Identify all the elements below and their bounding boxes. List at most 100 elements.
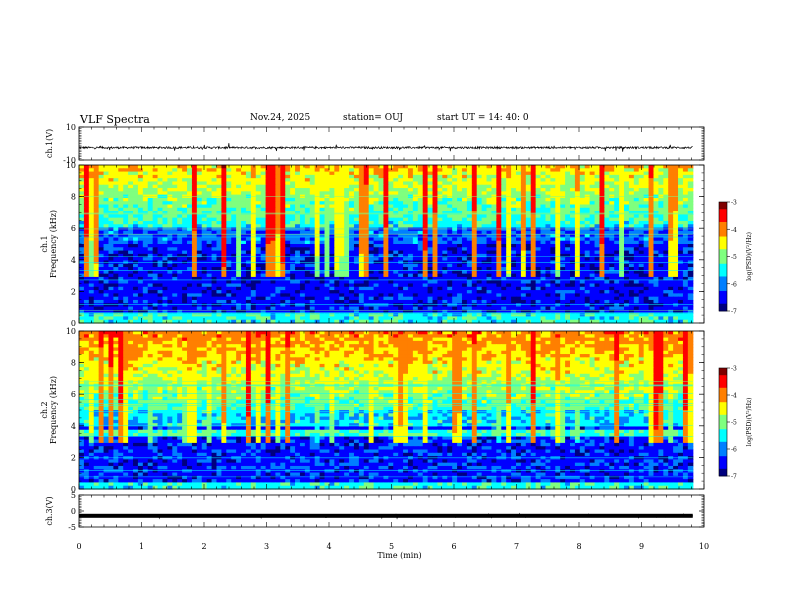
spectrogram-cell (177, 201, 183, 206)
spectrogram-cell (290, 188, 296, 192)
spectrogram-cell (344, 181, 350, 186)
spectrogram-cell (324, 224, 331, 229)
spectrogram-cell (491, 181, 497, 186)
spectrogram-cell (624, 171, 630, 176)
spectrogram-cell (457, 197, 463, 202)
spectrogram-cell (457, 188, 463, 192)
spectrogram-cell (216, 204, 222, 209)
spectrogram-cell (570, 174, 576, 179)
spectrogram-cell (619, 168, 625, 173)
spectrogram-cell (167, 214, 173, 219)
spectrogram-cell (682, 188, 689, 192)
spectrogram-cell (687, 197, 694, 202)
spectrogram-cell (280, 217, 286, 222)
spectrogram-cell (280, 171, 286, 176)
spectrogram-cell (535, 178, 542, 183)
spectrogram-cell (334, 178, 340, 183)
spectrogram-cell (241, 191, 247, 196)
spectrogram-cell (491, 214, 497, 219)
spectrogram-cell (447, 171, 453, 176)
spectrogram-cell (137, 181, 144, 186)
spectrogram-cell (128, 181, 134, 186)
spectrogram-cell (314, 191, 321, 196)
spectrogram-cell (255, 188, 262, 192)
spectrogram-cell (260, 207, 267, 212)
spectrogram-cell (123, 201, 129, 206)
spectrogram-cell (363, 217, 370, 222)
spectrogram-cell (299, 191, 306, 196)
spectrogram-cell (275, 217, 281, 222)
spectrogram-cell (324, 214, 331, 219)
spectrogram-cell (407, 204, 414, 209)
spectrogram-cell (236, 207, 242, 212)
spectrogram-cell (319, 214, 326, 219)
spectrogram-cell (113, 207, 119, 212)
spectrogram-cell (285, 191, 291, 196)
spectrogram-cell (368, 165, 375, 169)
spectrogram-cell (501, 171, 507, 176)
spectrogram-cell (118, 171, 124, 176)
spectrogram-cell (520, 201, 527, 206)
spectrogram-cell (461, 207, 468, 212)
spectrogram-cell (103, 178, 110, 183)
spectrogram-cell (398, 171, 404, 176)
spectrogram-cell (565, 181, 571, 186)
spectrogram-cell (628, 207, 635, 212)
spectrogram-cell (211, 165, 218, 169)
spectrogram-cell (565, 214, 571, 219)
spectrogram-cell (79, 207, 85, 212)
spectrogram-cell (525, 204, 532, 209)
spectrogram-cell (314, 214, 321, 219)
spectrogram-cell (152, 188, 159, 192)
spectrogram-cell (589, 184, 596, 189)
spectrogram-cell (344, 174, 350, 179)
spectrogram-cell (668, 181, 674, 186)
spectrogram-cell (270, 217, 276, 222)
spectrogram-cell (211, 178, 218, 183)
spectrogram-cell (93, 184, 100, 189)
spectrogram-cell (393, 201, 399, 206)
spectrogram-cell (570, 191, 576, 196)
spectrogram-cell (466, 201, 473, 206)
spectrogram-cell (255, 197, 262, 202)
spectrogram-cell (466, 220, 473, 225)
spectrogram-cell (388, 214, 394, 219)
spectrogram-cell (275, 220, 281, 225)
spectrogram-cell (520, 184, 527, 189)
spectrogram-cell (344, 214, 350, 219)
spectrogram-cell (167, 174, 173, 179)
spectrogram-cell (668, 165, 674, 169)
spectrogram-cell (525, 207, 532, 212)
spectrogram-cell (535, 217, 542, 222)
spectrogram-cell (304, 171, 311, 176)
spectrogram-cell (167, 184, 173, 189)
spectrogram-cell (535, 181, 542, 186)
spectrogram-cell (653, 201, 659, 206)
spectrogram-cell (412, 191, 419, 196)
spectrogram-cell (304, 217, 311, 222)
spectrogram-cell (167, 191, 173, 196)
spectrogram-cell (668, 184, 674, 189)
spectrogram-cell (545, 168, 551, 173)
spectrogram-cell (280, 224, 286, 229)
spectrogram-cell (609, 168, 615, 173)
spectrogram-cell (93, 191, 100, 196)
spectrogram-cell (280, 188, 286, 192)
spectrogram-cell (555, 184, 561, 189)
spectrogram-cell (653, 220, 659, 225)
spectrogram-cell (211, 214, 218, 219)
spectrogram-cell (378, 184, 385, 189)
spectrogram-cell (255, 201, 262, 206)
spectrogram-cell (118, 207, 124, 212)
spectrogram-cell (113, 178, 119, 183)
spectrogram-cell (295, 201, 301, 206)
spectrogram-cell (177, 191, 183, 196)
spectrogram-cell (673, 165, 679, 169)
spectrogram-cell (304, 165, 311, 169)
spectrogram-cell (206, 168, 213, 173)
spectrogram-cell (344, 220, 350, 225)
spectrogram-cell (594, 188, 601, 192)
spectrogram-cell (93, 178, 100, 183)
spectrogram-cell (481, 188, 488, 192)
spectrogram-cell (628, 197, 635, 202)
